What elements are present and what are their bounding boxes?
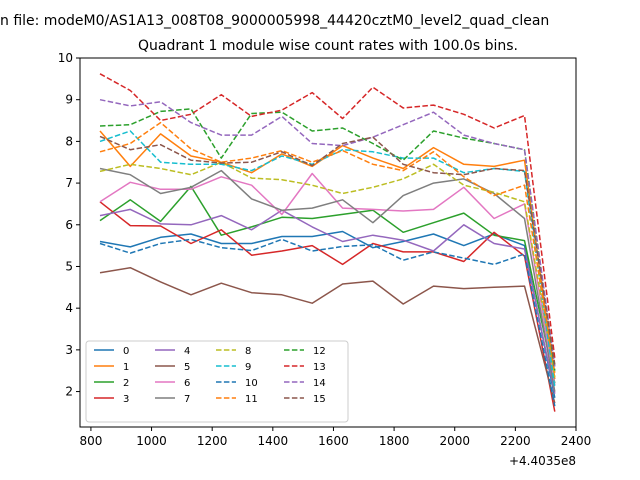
- legend-label-11: 11: [245, 394, 258, 405]
- legend-label-7: 7: [184, 394, 190, 405]
- legend-label-14: 14: [313, 378, 326, 389]
- chart-title: Quadrant 1 module wise count rates with …: [138, 38, 518, 54]
- y-tick-label: 8: [65, 134, 73, 148]
- legend-label-9: 9: [245, 362, 251, 373]
- series-line-2: [99, 185, 556, 384]
- legend-label-15: 15: [313, 394, 326, 405]
- x-tick-label: 2000: [439, 434, 470, 448]
- x-tick-label: 800: [79, 434, 102, 448]
- y-tick-label: 9: [65, 93, 73, 107]
- legend-label-10: 10: [245, 378, 258, 389]
- y-tick-label: 5: [65, 259, 73, 273]
- y-axis: 2 3 4 5 6 7 8 9 10: [58, 51, 80, 399]
- y-tick-label: 3: [65, 343, 73, 357]
- series-line-14: [99, 98, 556, 367]
- x-tick-label: 2200: [500, 434, 531, 448]
- x-tick-label: 1400: [258, 434, 289, 448]
- x-offset-label: +4.4035e8: [509, 454, 576, 468]
- series-line-12: [99, 108, 556, 371]
- series-layer: [99, 73, 556, 412]
- legend-label-13: 13: [313, 362, 326, 373]
- legend-label-6: 6: [184, 378, 190, 389]
- series-line-7: [99, 167, 556, 392]
- series-line-9: [99, 130, 556, 388]
- legend-label-12: 12: [313, 346, 326, 357]
- y-tick-label: 7: [65, 176, 73, 190]
- series-line-3: [99, 201, 556, 412]
- y-tick-label: 4: [65, 301, 73, 315]
- series-line-5: [99, 266, 556, 404]
- series-line-6: [99, 172, 556, 386]
- x-tick-label: 1000: [136, 434, 167, 448]
- x-axis: 800 1000 1200 1400 1600 1800 2000 2200 2400: [79, 427, 591, 448]
- legend-label-4: 4: [184, 346, 190, 357]
- legend-label-2: 2: [123, 378, 129, 389]
- x-tick-label: 1200: [197, 434, 228, 448]
- series-line-15: [99, 135, 556, 365]
- x-tick-label: 1800: [379, 434, 410, 448]
- legend-label-5: 5: [184, 362, 190, 373]
- legend-label-3: 3: [123, 394, 129, 405]
- y-tick-label: 6: [65, 218, 73, 232]
- x-tick-label: 1600: [318, 434, 349, 448]
- legend-label-1: 1: [123, 362, 129, 373]
- plot-frame: [79, 57, 577, 428]
- series-line-4: [99, 208, 556, 394]
- y-tick-label: 2: [65, 385, 73, 399]
- legend-label-8: 8: [245, 346, 251, 357]
- legend-label-0: 0: [123, 346, 129, 357]
- series-line-11: [99, 121, 556, 373]
- figure-suptitle: n file: modeM0/AS1A13_008T08_9000005998_…: [0, 13, 549, 29]
- series-line-13: [99, 73, 556, 359]
- series-line-1: [99, 130, 556, 380]
- y-tick-label: 10: [58, 51, 73, 65]
- x-tick-label: 2400: [561, 434, 592, 448]
